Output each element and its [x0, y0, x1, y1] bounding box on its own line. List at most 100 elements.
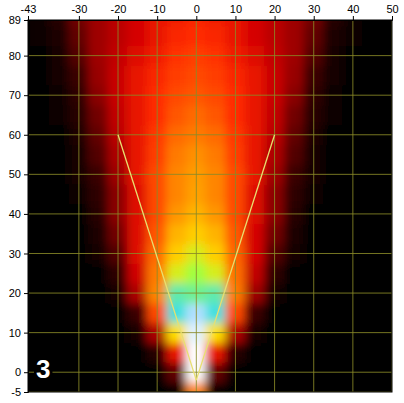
- heat-cell: [127, 25, 148, 46]
- heat-cell: [323, 223, 344, 244]
- heat-cell: [245, 342, 266, 363]
- grid-line-x: [313, 20, 314, 392]
- grid-line-x: [352, 20, 353, 392]
- heat-cell: [127, 382, 148, 392]
- x-tick-label: -10: [150, 3, 166, 15]
- x-tick-label: -30: [71, 3, 87, 15]
- x-tick: 30: [308, 3, 320, 20]
- y-tick: 50: [9, 168, 28, 180]
- heat-cell: [323, 25, 344, 46]
- heat-cell: [284, 382, 305, 392]
- heat-cell: [29, 25, 50, 46]
- x-tick-mark: [196, 16, 197, 20]
- y-tick: 20: [9, 287, 28, 299]
- heat-cell: [245, 223, 266, 244]
- x-tick: 0: [194, 3, 200, 20]
- heat-cell: [362, 342, 383, 363]
- heat-cell: [382, 105, 392, 126]
- heat-cell: [284, 263, 305, 284]
- y-tick: 30: [9, 248, 28, 260]
- y-tick-mark: [24, 253, 28, 254]
- plot-frame: [28, 20, 392, 392]
- y-tick: 40: [9, 208, 28, 220]
- y-tick-mark: [24, 372, 28, 373]
- heat-cell: [362, 184, 383, 205]
- y-tick: 89: [9, 14, 28, 26]
- heat-cell: [29, 144, 50, 165]
- x-tick-label: 40: [347, 3, 359, 15]
- heat-cell: [284, 342, 305, 363]
- heat-cell: [245, 65, 266, 86]
- grid-line-x: [78, 20, 79, 392]
- y-tick: 80: [9, 50, 28, 62]
- x-tick-mark: [353, 16, 354, 20]
- grid-line-y: [28, 174, 392, 175]
- y-tick: 60: [9, 129, 28, 141]
- heat-cell: [88, 105, 109, 126]
- y-tick-mark: [24, 20, 28, 21]
- heat-cell: [88, 65, 109, 86]
- heat-cell: [382, 144, 392, 165]
- heat-cell: [323, 65, 344, 86]
- heat-cell: [382, 65, 392, 86]
- y-tick: 10: [9, 327, 28, 339]
- x-tick: -20: [111, 3, 127, 20]
- heat-cell: [49, 105, 70, 126]
- x-tick-mark: [157, 16, 158, 20]
- plot-area: [28, 20, 392, 392]
- x-tick: -30: [71, 3, 87, 20]
- grid-line-x: [157, 20, 158, 392]
- y-tick-label: -5: [11, 386, 21, 398]
- heat-cell: [88, 25, 109, 46]
- x-tick-label: -20: [111, 3, 127, 15]
- x-tick-mark: [275, 16, 276, 20]
- x-tick-label: 20: [269, 3, 281, 15]
- heat-cell: [166, 263, 187, 284]
- heatmap: [29, 20, 392, 392]
- x-tick-mark: [392, 16, 393, 20]
- heat-cell: [88, 184, 109, 205]
- heat-cell: [29, 302, 50, 323]
- x-tick: -43: [21, 3, 37, 20]
- heat-cell: [206, 184, 227, 205]
- heat-cell: [166, 223, 187, 244]
- heat-cell: [206, 263, 227, 284]
- x-tick-mark: [314, 16, 315, 20]
- heat-cell: [284, 302, 305, 323]
- x-tick: 40: [347, 3, 359, 20]
- heat-cell: [166, 105, 187, 126]
- y-tick-mark: [24, 95, 28, 96]
- x-tick: -10: [150, 3, 166, 20]
- heat-cell: [88, 223, 109, 244]
- y-tick-label: 50: [9, 168, 21, 180]
- heat-cell: [49, 223, 70, 244]
- heat-cell: [382, 25, 392, 46]
- heat-cell: [166, 184, 187, 205]
- heat-cell: [245, 105, 266, 126]
- grid-line-y: [28, 372, 392, 373]
- y-tick-mark: [24, 293, 28, 294]
- heat-cell: [382, 263, 392, 284]
- grid-line-y: [28, 55, 392, 56]
- heat-cell: [127, 263, 148, 284]
- heat-cell: [362, 223, 383, 244]
- heat-cell: [245, 302, 266, 323]
- heat-cell: [127, 223, 148, 244]
- heat-cell: [362, 302, 383, 323]
- y-tick: 0: [15, 366, 28, 378]
- heat-cell: [362, 144, 383, 165]
- heat-cell: [127, 342, 148, 363]
- x-tick-label: 0: [194, 3, 200, 15]
- y-tick-mark: [24, 333, 28, 334]
- x-tick-label: 50: [386, 3, 398, 15]
- y-tick-label: 20: [9, 287, 21, 299]
- heat-cell: [127, 302, 148, 323]
- grid-line-x: [118, 20, 119, 392]
- heat-cell: [166, 25, 187, 46]
- x-tick-label: 30: [308, 3, 320, 15]
- heat-cell: [323, 263, 344, 284]
- y-tick-mark: [24, 135, 28, 136]
- heat-cell: [127, 105, 148, 126]
- heat-cell: [29, 184, 50, 205]
- x-tick: 50: [386, 3, 398, 20]
